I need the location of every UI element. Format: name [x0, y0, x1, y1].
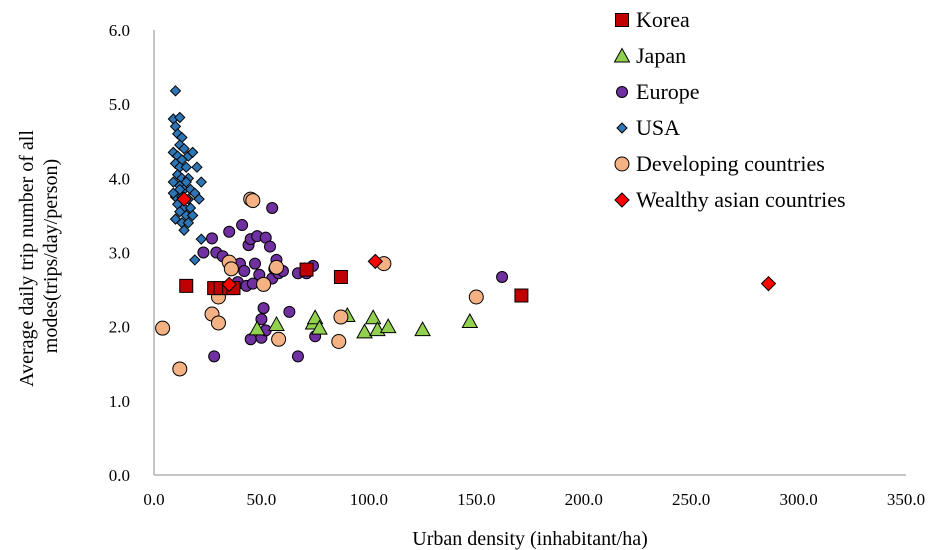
y-tick-label: 5.0 [109, 95, 130, 114]
europe-point [283, 305, 296, 318]
usa-point [195, 176, 207, 188]
japan-point [311, 319, 328, 335]
legend-label-europe: Europe [636, 79, 700, 104]
wealthy-asian-countries-point [367, 253, 384, 270]
legend-marker-usa [616, 122, 628, 134]
developing-countries-point [468, 289, 484, 305]
developing-countries-point [155, 320, 171, 336]
usa-point [186, 209, 199, 222]
usa-point [193, 193, 205, 205]
y-tick-label: 3.0 [109, 244, 130, 263]
x-tick-label: 300.0 [779, 490, 817, 509]
usa-point [174, 183, 186, 196]
japan-point [268, 315, 285, 331]
x-tick-labels: 0.0 50.0 100.0 150.0 200.0 250.0 300.0 350.0 [143, 490, 925, 509]
europe-point [197, 246, 210, 259]
legend-label-developing-countries: Developing countries [636, 151, 825, 176]
developing-countries-point [268, 259, 284, 275]
y-axis-title: Average daily trip number of all modes(t… [16, 125, 62, 387]
x-tick-label: 350.0 [887, 490, 925, 509]
usa-point [182, 217, 195, 229]
japan-point [379, 318, 397, 334]
developing-countries-point [223, 261, 239, 277]
usa-point [191, 161, 203, 173]
usa-point [178, 224, 190, 236]
europe-point [257, 302, 270, 315]
japan-point [364, 309, 382, 325]
developing-countries-point [271, 331, 287, 347]
europe-point [255, 313, 268, 326]
europe-point [236, 219, 249, 232]
legend-marker-europe [616, 86, 628, 98]
legend-marker-korea [615, 13, 629, 27]
legend-marker-wealthy-asian-countries [614, 192, 630, 208]
legend-marker-japan [613, 47, 631, 63]
europe-point [248, 257, 261, 270]
legend-label-japan: Japan [636, 43, 686, 68]
developing-countries-point [331, 334, 347, 349]
europe-point [223, 225, 236, 238]
developing-countries-point [256, 276, 272, 292]
europe-point [264, 240, 277, 253]
usa-point [178, 142, 190, 155]
korea-point [333, 269, 348, 284]
x-axis-title: Urban density (inhabitant/ha) [412, 528, 648, 550]
europe-point [244, 333, 257, 346]
developing-countries-point [172, 361, 188, 377]
y-tick-label: 6.0 [109, 21, 130, 40]
korea-point [299, 262, 314, 277]
usa-point [189, 254, 201, 266]
japan-point [248, 320, 266, 336]
usa-point [180, 161, 192, 173]
y-tick-labels: 0.0 1.0 2.0 3.0 4.0 5.0 6.0 [109, 21, 130, 485]
wealthy-asian-countries-point [221, 276, 237, 293]
legend-label-wealthy-asian-countries: Wealthy asian countries [636, 187, 846, 212]
europe-point [238, 265, 251, 278]
legend-marker-developing-countries [614, 156, 630, 172]
y-tick-label: 2.0 [109, 318, 130, 337]
japan-point [461, 312, 479, 328]
data-points [155, 85, 777, 377]
legend-label-korea: Korea [636, 7, 690, 32]
europe-point [496, 270, 509, 283]
developing-countries-point [333, 309, 349, 325]
europe-point [291, 350, 304, 363]
korea-point [514, 288, 529, 303]
x-tick-label: 250.0 [672, 490, 710, 509]
y-tick-label: 1.0 [109, 392, 130, 411]
developing-countries-point [210, 315, 226, 331]
developing-countries-point [245, 193, 261, 209]
wealthy-asian-countries-point [760, 275, 777, 292]
usa-point [195, 233, 207, 245]
x-tick-label: 200.0 [565, 490, 603, 509]
axes [153, 30, 906, 476]
japan-point [414, 321, 431, 337]
x-tick-label: 100.0 [350, 490, 388, 509]
wealthy-asian-countries-point [176, 191, 192, 207]
europe-point [208, 350, 221, 363]
europe-point [266, 202, 279, 214]
y-tick-label: 4.0 [109, 169, 130, 188]
japan-point [306, 309, 324, 325]
europe-point [206, 232, 219, 245]
y-axis-title-line-1: Average daily trip number of all [16, 130, 38, 387]
x-tick-label: 0.0 [143, 490, 164, 509]
x-tick-label: 50.0 [247, 490, 277, 509]
y-axis-title-line-2: modes(trips/day/person) [40, 159, 62, 353]
legend: Korea Japan Europe USA Developing countries W… [613, 7, 846, 212]
y-tick-label: 0.0 [109, 466, 130, 485]
japan-point [356, 323, 373, 339]
usa-point [169, 85, 182, 97]
usa-point [174, 111, 186, 124]
korea-point [179, 278, 194, 293]
usa-point [186, 146, 199, 159]
x-tick-label: 150.0 [457, 490, 495, 509]
usa-point [180, 176, 192, 188]
legend-label-usa: USA [636, 115, 680, 140]
